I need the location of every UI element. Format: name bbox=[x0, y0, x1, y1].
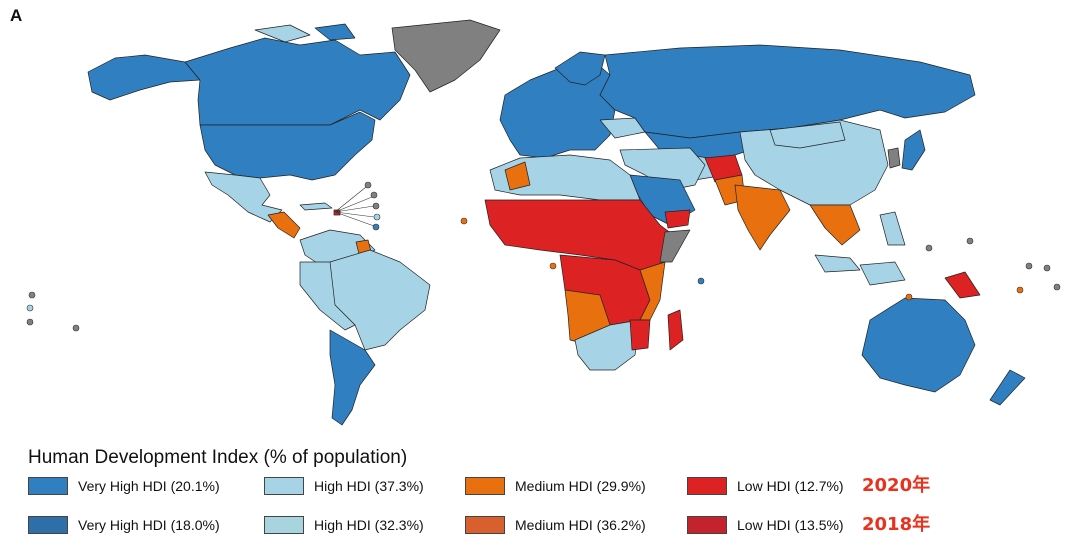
region-russia bbox=[599, 44, 976, 139]
region-mozambique bbox=[629, 319, 651, 351]
island-callout-line bbox=[334, 211, 375, 227]
island-marker bbox=[364, 181, 372, 189]
legend-row-2020: Very High HDI (20.1%) High HDI (37.3%) M… bbox=[0, 473, 1080, 499]
region-central-america bbox=[267, 211, 301, 239]
region-korea bbox=[887, 147, 901, 169]
region-southern-africa bbox=[574, 319, 641, 371]
region-new-zealand bbox=[989, 369, 1026, 406]
legend-item-very-high-2020: Very High HDI (20.1%) bbox=[28, 473, 220, 499]
region-mexico bbox=[204, 171, 283, 223]
region-usa bbox=[199, 111, 376, 181]
region-madagascar bbox=[667, 309, 684, 351]
legend-item-high-2018: High HDI (32.3%) bbox=[264, 512, 424, 538]
legend-swatch bbox=[264, 516, 304, 534]
legend-label: Medium HDI (29.9%) bbox=[515, 478, 646, 494]
island-callout-line bbox=[334, 196, 373, 213]
island-marker bbox=[373, 213, 381, 221]
island-marker bbox=[925, 244, 933, 252]
island-marker bbox=[1016, 286, 1024, 294]
island-marker bbox=[26, 304, 34, 312]
island-callout-line bbox=[334, 211, 375, 218]
region-greenland bbox=[391, 19, 501, 93]
region-southeast-asia bbox=[809, 204, 861, 246]
island-marker bbox=[905, 293, 913, 301]
legend-swatch bbox=[687, 477, 727, 495]
region-indonesia-b bbox=[859, 261, 906, 286]
legend-item-very-high-2018: Very High HDI (18.0%) bbox=[28, 512, 220, 538]
legend-item-high-2020: High HDI (37.3%) bbox=[264, 473, 424, 499]
legend-swatch bbox=[28, 516, 68, 534]
region-mongolia bbox=[769, 121, 846, 149]
island-marker bbox=[697, 277, 705, 285]
legend-item-medium-2020: Medium HDI (29.9%) bbox=[465, 473, 646, 499]
region-horn-of-africa bbox=[659, 229, 691, 263]
island-callout-line bbox=[334, 205, 375, 213]
legend-item-low-2018: Low HDI (13.5%) bbox=[687, 512, 844, 538]
region-india bbox=[734, 184, 791, 251]
legend-label: Low HDI (12.7%) bbox=[737, 478, 844, 494]
legend-label: Very High HDI (18.0%) bbox=[78, 517, 220, 533]
region-papua-new-guinea bbox=[944, 271, 981, 299]
legend-label: Very High HDI (20.1%) bbox=[78, 478, 220, 494]
legend-label: Medium HDI (36.2%) bbox=[515, 517, 646, 533]
legend-swatch bbox=[28, 477, 68, 495]
region-japan bbox=[901, 129, 926, 171]
legend-swatch bbox=[264, 477, 304, 495]
island-callout-line bbox=[334, 186, 367, 213]
region-philippines bbox=[879, 211, 906, 246]
island-marker bbox=[549, 262, 557, 270]
island-marker bbox=[372, 223, 380, 231]
island-marker bbox=[460, 217, 468, 225]
region-arctic-islands-b bbox=[314, 23, 356, 41]
legend-item-medium-2018: Medium HDI (36.2%) bbox=[465, 512, 646, 538]
year-label-2020: 2020年 bbox=[862, 475, 931, 496]
island-marker bbox=[28, 291, 36, 299]
legend-label: Low HDI (13.5%) bbox=[737, 517, 844, 533]
panel-label: A bbox=[10, 6, 23, 25]
region-peru-bolivia bbox=[299, 261, 356, 331]
region-southern-cone bbox=[329, 329, 376, 426]
region-canada bbox=[184, 37, 411, 126]
legend-row-2018: Very High HDI (18.0%) High HDI (32.3%) M… bbox=[0, 512, 1080, 538]
legend-swatch bbox=[465, 516, 505, 534]
legend-swatch bbox=[687, 516, 727, 534]
island-marker bbox=[26, 318, 34, 326]
island-marker bbox=[370, 191, 378, 199]
region-alaska bbox=[87, 54, 201, 101]
island-marker bbox=[72, 324, 80, 332]
world-hdi-map bbox=[26, 19, 1061, 426]
region-cuba bbox=[299, 202, 333, 211]
island-marker bbox=[1043, 264, 1051, 272]
region-indonesia-a bbox=[814, 254, 861, 273]
region-morocco bbox=[504, 161, 531, 191]
legend-item-low-2020: Low HDI (12.7%) bbox=[687, 473, 844, 499]
region-australia bbox=[861, 297, 976, 393]
island-marker bbox=[1053, 283, 1061, 291]
legend-title: Human Development Index (% of population… bbox=[28, 447, 408, 468]
legend-label: High HDI (32.3%) bbox=[314, 517, 424, 533]
legend-swatch bbox=[465, 477, 505, 495]
region-yemen bbox=[664, 209, 691, 229]
region-scandinavia bbox=[554, 51, 606, 86]
region-brazil bbox=[324, 249, 431, 351]
island-marker bbox=[966, 237, 974, 245]
region-arctic-islands-a bbox=[254, 24, 311, 43]
island-marker bbox=[1025, 262, 1033, 270]
year-label-2018: 2018年 bbox=[862, 514, 931, 535]
legend-label: High HDI (37.3%) bbox=[314, 478, 424, 494]
